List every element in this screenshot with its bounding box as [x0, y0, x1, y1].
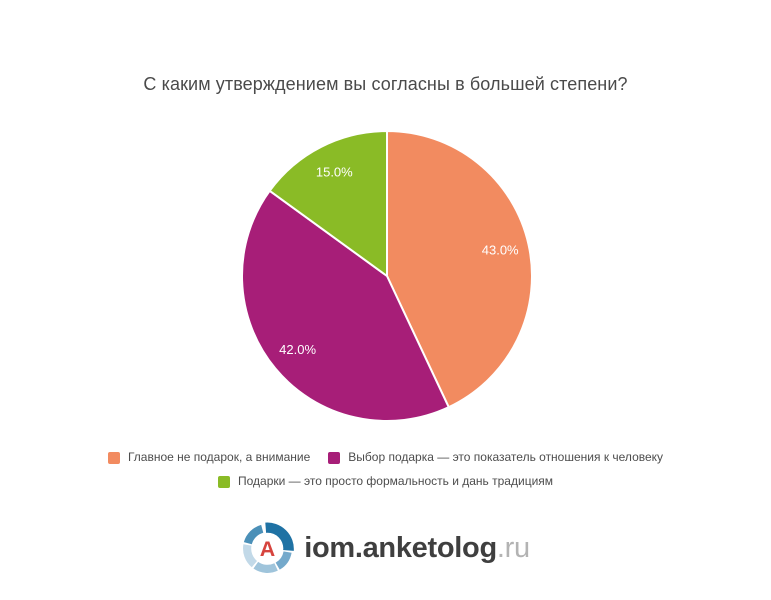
logo-letter: A: [260, 537, 275, 561]
pie-chart: 43.0% 42.0% 15.0%: [241, 130, 533, 422]
chart-legend: Главное не подарок, а внимание Выбор под…: [46, 449, 726, 490]
pie-slice-value-3: 15.0%: [316, 165, 353, 180]
legend-swatch-magenta: [328, 451, 341, 464]
legend-item-3: Подарки — это просто формальность и дань…: [217, 473, 554, 490]
anketolog-logo-icon: A: [243, 522, 294, 573]
legend-item-2: Выбор подарка — это показатель отношения…: [328, 449, 663, 466]
chart-title: С каким утверждением вы согласны в больш…: [143, 74, 628, 94]
brand-tld: .ru: [496, 531, 530, 564]
brand-text: iom.anketolog.ru: [304, 532, 530, 565]
legend-label-2: Выбор подарка — это показатель отношения…: [348, 450, 664, 464]
legend-item-1: Главное не подарок, а внимание: [107, 449, 311, 466]
pie-slice-3: [268, 130, 388, 277]
brand-domain: iom.anketolog: [304, 531, 497, 564]
brand-footer: A iom.anketolog.ru: [0, 518, 771, 578]
legend-swatch-green: [217, 475, 230, 488]
legend-label-1: Главное не подарок, а внимание: [127, 450, 311, 464]
pie-slice-value-2: 42.0%: [279, 342, 316, 357]
pie-slice-2: [241, 189, 450, 422]
pie-slice-value-1: 43.0%: [482, 243, 519, 258]
legend-swatch-orange: [107, 451, 120, 464]
pie-slice-1: [386, 130, 533, 409]
legend-label-3: Подарки — это просто формальность и дань…: [237, 474, 554, 488]
